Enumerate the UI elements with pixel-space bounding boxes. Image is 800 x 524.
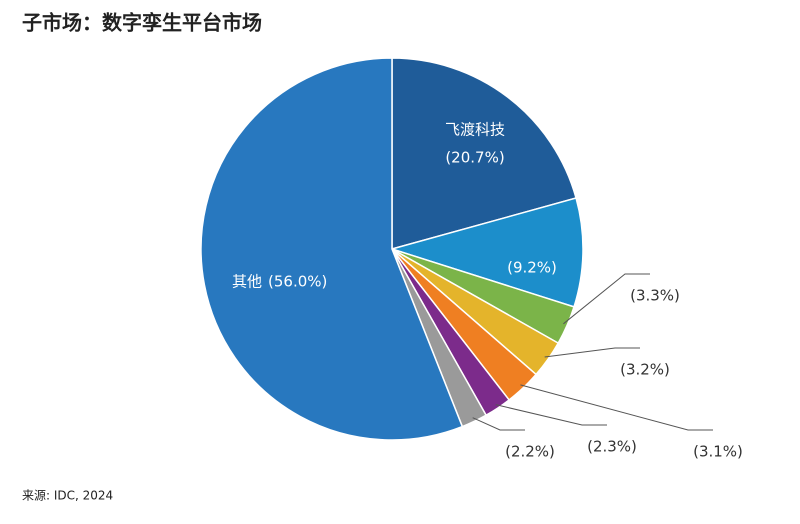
source-note: 来源: IDC, 2024 (22, 489, 113, 503)
value-label: (20.7%) (445, 149, 504, 167)
leader-line (563, 273, 650, 325)
pie-slice (389, 197, 584, 308)
pie-slice (200, 57, 464, 441)
value-label: (3.1%) (693, 443, 743, 461)
value-label: (2.3%) (587, 438, 637, 456)
leader-line (472, 417, 525, 431)
value-label: (2.2%) (505, 443, 555, 461)
value-label: (3.3%) (630, 287, 680, 305)
pie-slice (391, 57, 577, 250)
category-label: 飞渡科技 (445, 121, 505, 139)
category-label: 其他 (232, 273, 262, 291)
chart-title: 子市场：数字孪生平台市场 (22, 11, 262, 35)
value-label: (3.2%) (620, 361, 670, 379)
leader-line (495, 404, 607, 426)
value-label: (56.0%) (268, 273, 327, 291)
leader-line (520, 384, 713, 431)
leader-line (544, 347, 640, 358)
value-label: (9.2%) (507, 259, 557, 277)
